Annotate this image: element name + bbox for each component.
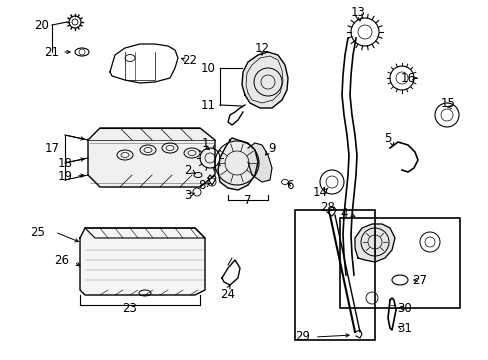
Text: 1: 1 — [201, 136, 208, 149]
Text: 2: 2 — [184, 163, 191, 176]
Polygon shape — [247, 143, 271, 182]
Text: 13: 13 — [350, 5, 365, 18]
Text: 9: 9 — [268, 141, 275, 154]
Bar — [294, 210, 374, 340]
Text: 3: 3 — [184, 189, 191, 202]
Text: 26: 26 — [54, 253, 69, 266]
Polygon shape — [242, 52, 287, 108]
Text: 7: 7 — [244, 194, 251, 207]
Text: 25: 25 — [30, 225, 45, 239]
Text: 19: 19 — [58, 170, 72, 183]
Polygon shape — [80, 228, 204, 295]
Text: 16: 16 — [400, 72, 415, 85]
Text: 21: 21 — [44, 45, 60, 59]
Text: 28: 28 — [320, 201, 335, 213]
Text: 5: 5 — [384, 131, 391, 144]
Text: 27: 27 — [412, 274, 427, 287]
Text: 23: 23 — [122, 302, 137, 315]
Text: 14: 14 — [312, 185, 327, 198]
Text: 6: 6 — [285, 179, 293, 192]
Polygon shape — [354, 224, 394, 262]
Text: 10: 10 — [200, 62, 215, 75]
Text: 30: 30 — [397, 302, 411, 315]
Text: 22: 22 — [182, 54, 197, 67]
Text: 20: 20 — [35, 18, 49, 32]
Text: 12: 12 — [254, 41, 269, 54]
Text: 8: 8 — [198, 179, 205, 192]
Text: 24: 24 — [220, 288, 235, 302]
Text: 18: 18 — [58, 157, 72, 170]
Text: 31: 31 — [397, 321, 411, 334]
Bar — [339, 218, 459, 308]
Text: 15: 15 — [440, 96, 454, 109]
Polygon shape — [88, 128, 215, 187]
Text: 11: 11 — [200, 99, 215, 112]
Polygon shape — [218, 138, 258, 190]
Text: 29: 29 — [295, 329, 310, 342]
Text: 17: 17 — [44, 141, 60, 154]
Text: 4: 4 — [340, 207, 347, 220]
